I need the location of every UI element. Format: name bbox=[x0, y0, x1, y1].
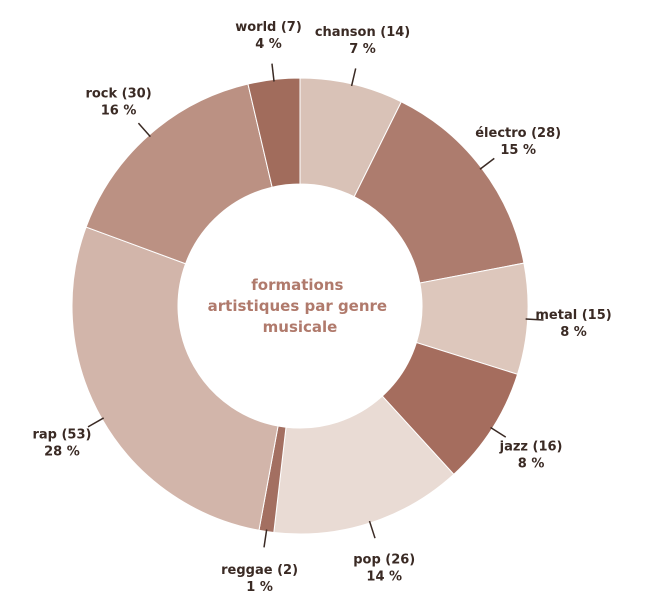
slice-world bbox=[247, 77, 301, 188]
slice-label-jazz: jazz (16) 8 % bbox=[499, 439, 563, 471]
leader-line-reggae bbox=[263, 529, 268, 548]
slice-label-name: électro (28) bbox=[475, 126, 561, 141]
slice-label-percent: 28 % bbox=[44, 445, 80, 460]
leader-line-chanson bbox=[350, 68, 357, 87]
slice-label-percent: 7 % bbox=[349, 42, 376, 57]
slice-label-name: rap (53) bbox=[32, 428, 91, 443]
slice-label-reggae: reggae (2) 1 % bbox=[221, 563, 298, 595]
chart-title-line-2: artistiques par genre bbox=[208, 297, 387, 315]
slice-label-world: world (7) 4 % bbox=[235, 20, 302, 52]
leader-line-world bbox=[271, 63, 275, 82]
slice-label-percent: 15 % bbox=[500, 143, 536, 158]
slice-label-rock: rock (30) 16 % bbox=[85, 87, 151, 119]
donut-slices bbox=[71, 77, 529, 535]
slice-label-percent: 4 % bbox=[255, 37, 282, 52]
slice-label-percent: 8 % bbox=[518, 456, 545, 471]
chart-title-line-3: musicale bbox=[263, 318, 338, 336]
slice-label-name: rock (30) bbox=[85, 87, 151, 102]
slice-label-name: chanson (14) bbox=[315, 25, 410, 40]
slice-rap bbox=[71, 226, 279, 531]
slice-label-metal: metal (15) 8 % bbox=[535, 308, 611, 340]
leader-line-pop bbox=[368, 520, 376, 539]
slice-label-percent: 14 % bbox=[366, 570, 402, 585]
slice-label-chanson: chanson (14) 7 % bbox=[315, 25, 410, 57]
slice-label-percent: 8 % bbox=[560, 325, 587, 340]
leader-line-électro bbox=[479, 157, 495, 170]
slice-label-percent: 16 % bbox=[101, 104, 137, 119]
slice-label-name: pop (26) bbox=[353, 553, 415, 568]
slice-label-name: metal (15) bbox=[535, 308, 611, 323]
slice-label-name: world (7) bbox=[235, 20, 302, 35]
leader-line-jazz bbox=[490, 426, 507, 438]
chart-title-line-1: formations bbox=[251, 276, 343, 294]
leader-line-rock bbox=[137, 122, 151, 138]
label-leader-lines bbox=[87, 63, 544, 548]
slice-label-électro: électro (28) 15 % bbox=[475, 126, 561, 158]
slice-label-name: jazz (16) bbox=[499, 439, 563, 454]
slice-labels: chanson (14) 7 % électro (28) 15 % metal (15… bbox=[32, 20, 611, 595]
chart-title: formations artistiques par genre musical… bbox=[208, 276, 393, 336]
slice-label-name: reggae (2) bbox=[221, 563, 298, 578]
leader-line-rap bbox=[87, 417, 105, 428]
slice-label-percent: 1 % bbox=[246, 580, 273, 595]
slice-label-rap: rap (53) 28 % bbox=[32, 428, 91, 460]
slice-label-pop: pop (26) 14 % bbox=[353, 553, 415, 585]
leader-line-metal bbox=[525, 318, 544, 321]
